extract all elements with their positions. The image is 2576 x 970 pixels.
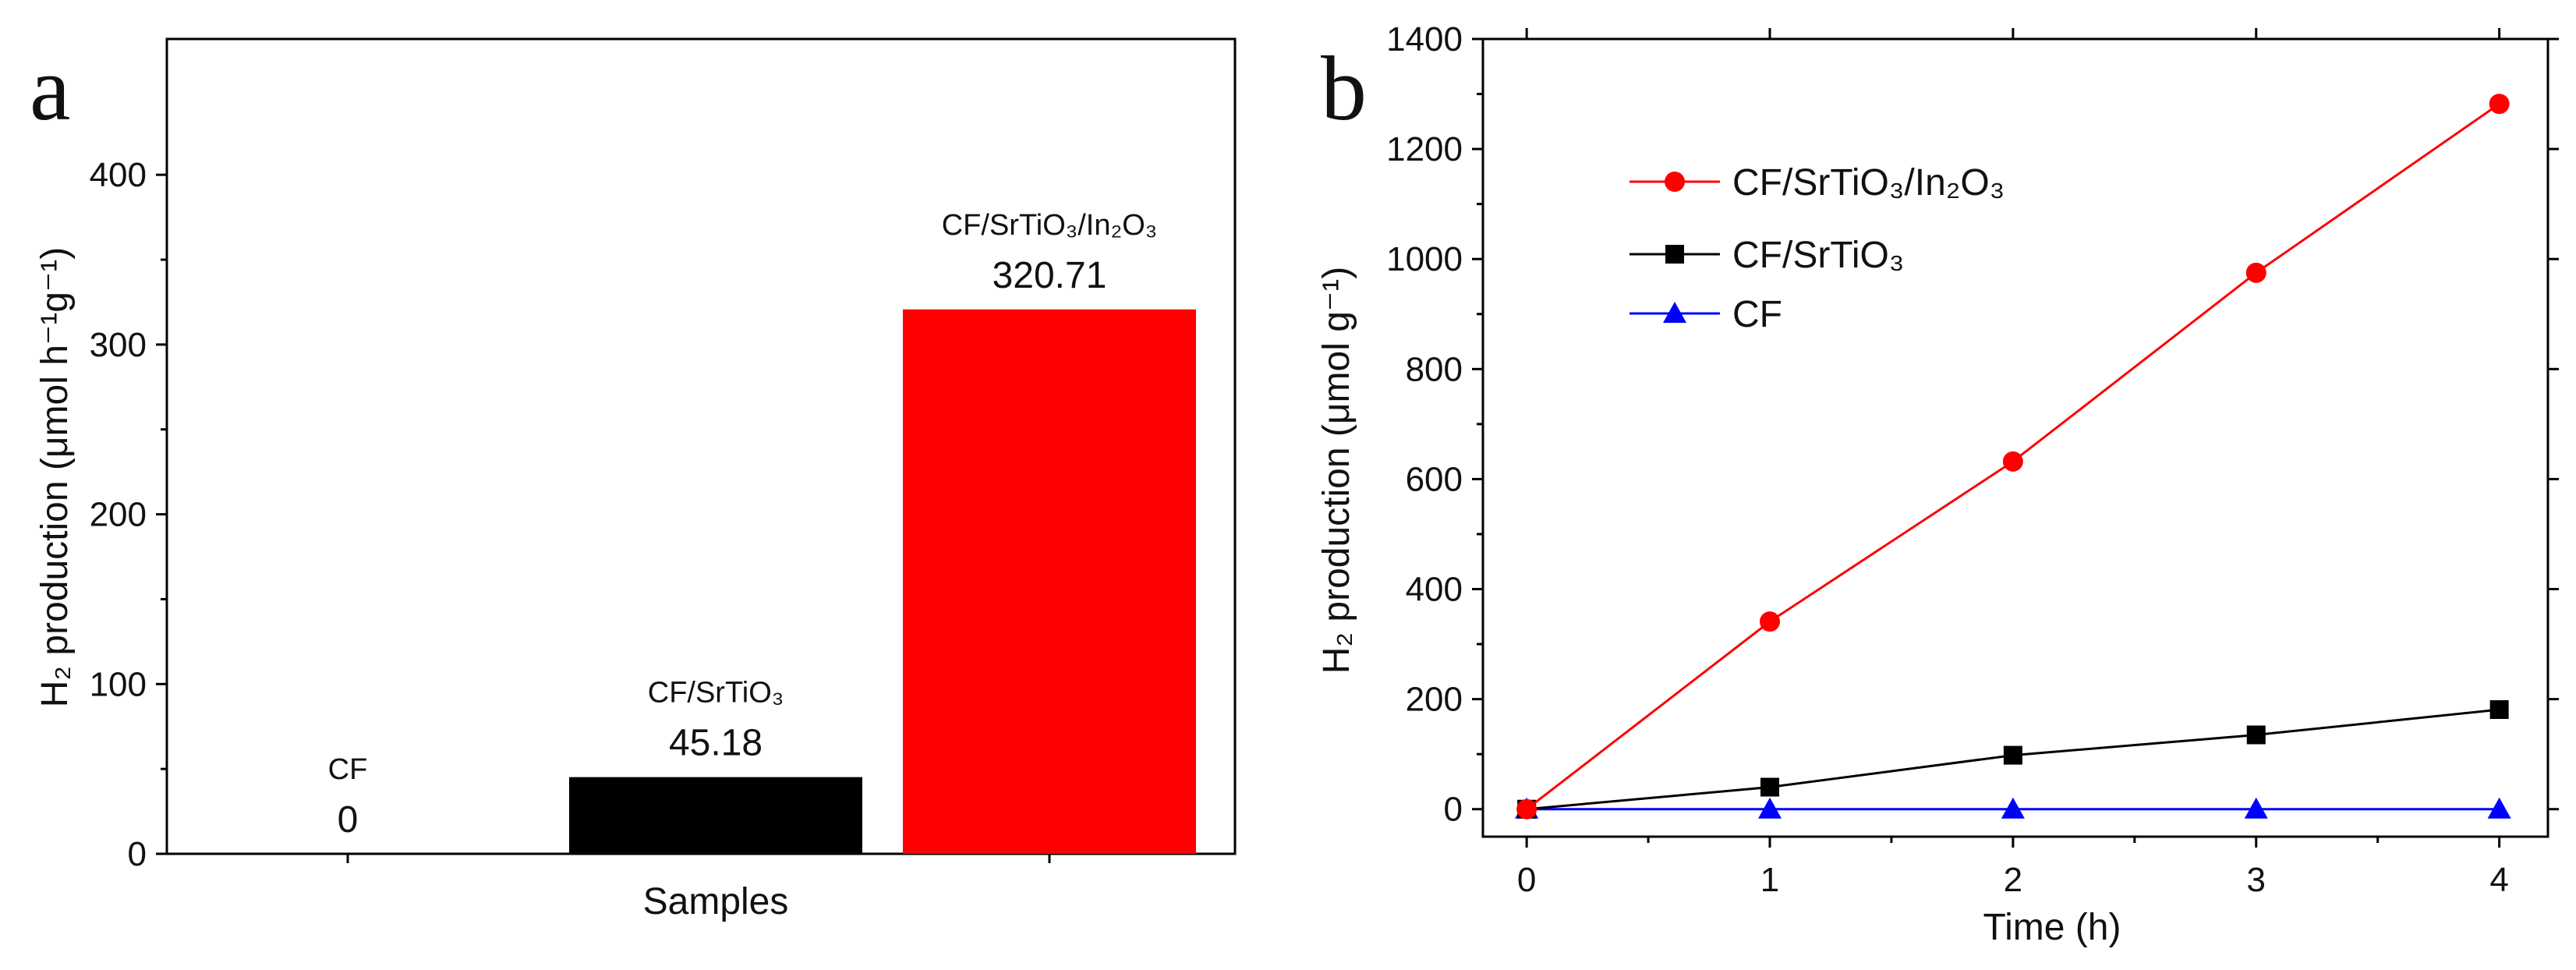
y-tick-label: 400: [1406, 571, 1463, 609]
legend-label: CF/SrTiO₃/In₂O₃: [1732, 162, 2005, 204]
panel-a-y-ticks: 0 100 200 300 400: [90, 156, 167, 873]
legend-marker: [1663, 302, 1686, 323]
panel-b-line-chart: b 0 200 400 600 800 1000 1200 1400 0 1 2 3 4 CF/SrT…: [1316, 20, 2559, 948]
bar-category-label: CF: [328, 753, 368, 786]
data-point: [2487, 797, 2511, 819]
data-point: [2003, 745, 2022, 765]
y-tick-label: 200: [1406, 681, 1463, 719]
y-tick-label: 1400: [1386, 20, 1463, 58]
panel-b-y-ticks: 0 200 400 600 800 1000 1200 1400: [1386, 20, 2559, 829]
data-point: [2244, 797, 2268, 819]
data-point: [2489, 700, 2509, 720]
panel-b-x-axis-label: Time (h): [1983, 907, 2121, 948]
panel-a-y-axis-label: H₂ production (μmol h⁻¹g⁻¹): [34, 247, 76, 707]
y-tick-label: 1000: [1386, 240, 1463, 278]
y-tick-label: 300: [90, 326, 147, 364]
legend-label: CF: [1732, 294, 1782, 335]
panel-b-plot-area: [1481, 37, 2549, 838]
panel-b-x-ticks: 0 1 2 3 4: [1517, 28, 2509, 899]
panel-a-bar-labels: 0 CF 45.18 CF/SrTiO₃ 320.71 CF/SrTiO₃/In₂O₃: [328, 209, 1158, 841]
data-point: [2001, 797, 2025, 819]
panel-b-letter: b: [1321, 37, 1367, 140]
panel-a-bar-chart: a 0 CF 45.18 CF/SrTiO₃ 320.71 CF/SrTiO₃/In₂O₃…: [30, 37, 1237, 922]
bar-value-label: 320.71: [993, 255, 1107, 296]
x-tick-label: 0: [1517, 861, 1536, 899]
panel-b-series: [1515, 94, 2511, 820]
panel-b-y-axis-label: H₂ production (μmol g⁻¹): [1316, 267, 1357, 674]
bar-value-label: 0: [338, 799, 359, 841]
x-tick-label: 4: [2489, 861, 2508, 899]
x-tick-label: 3: [2247, 861, 2266, 899]
data-point: [1760, 777, 1780, 797]
legend-marker: [1665, 245, 1684, 264]
panel-a-x-ticks: [346, 854, 1051, 863]
panel-b-legend: CF/SrTiO₃/In₂O₃ CF/SrTiO₃ CF: [1629, 162, 2005, 335]
x-tick-label: 1: [1760, 861, 1779, 899]
legend-marker: [1665, 172, 1685, 192]
data-point: [1516, 798, 1537, 820]
y-tick-label: 400: [90, 156, 147, 194]
y-tick-label: 600: [1406, 460, 1463, 498]
data-point: [2246, 725, 2266, 745]
panel-a-x-axis-label: Samples: [643, 881, 789, 922]
legend-label: CF/SrTiO₃: [1732, 235, 1904, 276]
panel-a-bars: [569, 309, 1196, 854]
x-tick-label: 2: [2004, 861, 2022, 899]
data-point: [2002, 451, 2023, 472]
y-tick-label: 0: [1444, 791, 1463, 829]
data-point: [1760, 611, 1781, 632]
bar-1: [569, 777, 862, 854]
y-tick-label: 1200: [1386, 130, 1463, 168]
data-point: [1758, 797, 1782, 819]
panel-b-axes-frame: [1481, 37, 2549, 838]
bar-value-label: 45.18: [669, 723, 763, 764]
panel-a-letter: a: [30, 37, 70, 140]
y-tick-label: 0: [128, 835, 147, 873]
data-point: [2489, 94, 2510, 115]
bar-category-label: CF/SrTiO₃: [648, 677, 784, 710]
data-point: [2245, 262, 2266, 283]
y-tick-label: 800: [1406, 350, 1463, 388]
y-tick-label: 100: [90, 665, 147, 703]
bar-category-label: CF/SrTiO₃/In₂O₃: [942, 209, 1158, 242]
bar-2: [903, 309, 1196, 854]
y-tick-label: 200: [90, 496, 147, 534]
